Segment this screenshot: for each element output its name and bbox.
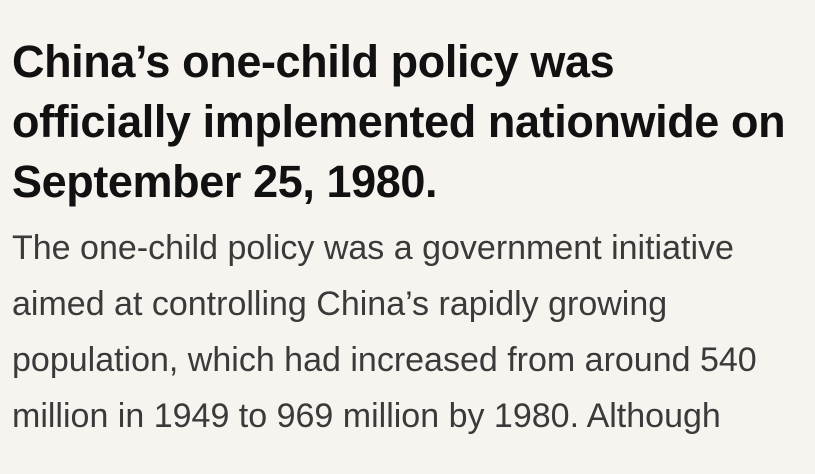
headline-line: China’s one-child policy was — [12, 36, 615, 87]
headline-line: officially implemented nationwide on — [12, 96, 786, 147]
headline-line: September 25, 1980. — [12, 156, 438, 207]
body-line: aimed at controlling China’s rapidly gro… — [12, 285, 668, 323]
article-headline: China’s one-child policy was officially … — [12, 32, 812, 212]
body-line: population, which had increased from aro… — [12, 341, 757, 379]
body-line: The one-child policy was a government in… — [12, 229, 734, 267]
article-body-paragraph: The one-child policy was a government in… — [12, 220, 812, 444]
body-line: million in 1949 to 969 million by 1980. … — [12, 397, 721, 435]
